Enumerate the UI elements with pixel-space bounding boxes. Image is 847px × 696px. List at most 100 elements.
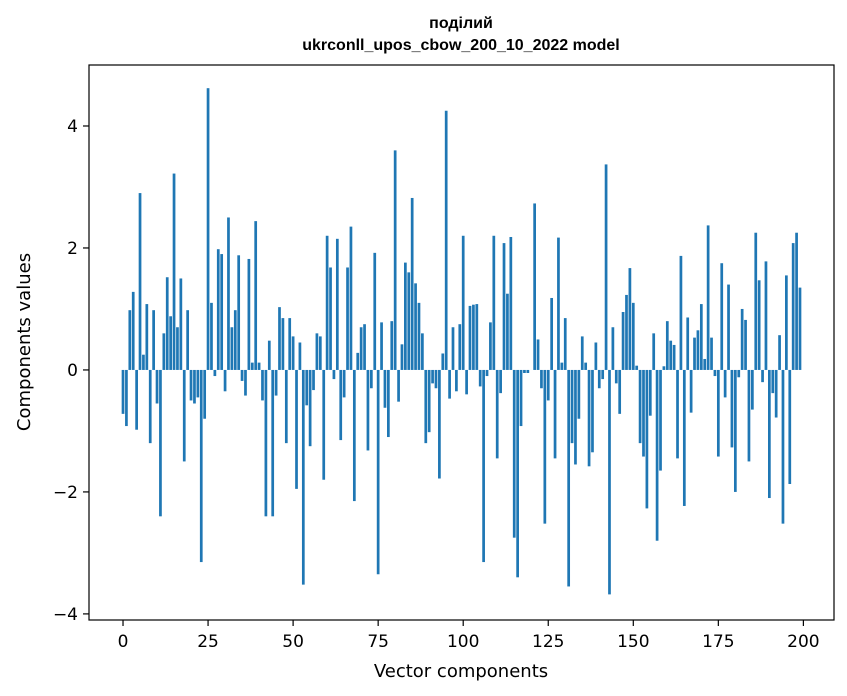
x-tick-label: 50	[282, 632, 304, 652]
bar-73	[369, 369, 373, 389]
bar-60	[325, 235, 329, 370]
bar-142	[604, 164, 608, 370]
bar-145	[614, 369, 618, 384]
bar-172	[706, 225, 710, 370]
bar-170	[699, 304, 703, 370]
bar-39	[254, 221, 258, 370]
bar-159	[662, 366, 666, 370]
bar-77	[383, 369, 387, 408]
bar-121	[533, 203, 536, 370]
bar-176	[720, 263, 724, 370]
bar-165	[682, 369, 686, 506]
bar-196	[788, 369, 792, 484]
bar-147	[621, 312, 625, 370]
bar-136	[584, 362, 588, 370]
bar-110	[495, 369, 499, 459]
bar-124	[543, 369, 547, 524]
bar-197	[791, 243, 795, 370]
bar-37	[247, 258, 251, 370]
bar-4	[135, 369, 138, 430]
bar-163	[676, 369, 679, 459]
bar-117	[519, 369, 523, 427]
bar-85	[410, 197, 414, 370]
bar-10	[155, 369, 159, 404]
x-tick-label: 75	[367, 632, 389, 652]
bar-134	[577, 369, 581, 419]
bar-151	[635, 365, 639, 370]
bar-83	[404, 262, 407, 370]
bar-2	[128, 310, 132, 370]
bar-141	[601, 369, 605, 380]
bar-81	[397, 369, 400, 402]
bar-84	[407, 272, 411, 370]
bar-106	[482, 369, 485, 563]
bar-119	[526, 369, 530, 373]
bar-76	[380, 322, 383, 370]
bar-69	[356, 352, 360, 370]
bar-22	[196, 369, 200, 398]
bar-100	[461, 235, 465, 370]
bar-35	[240, 369, 244, 381]
bar-192	[774, 369, 778, 418]
bar-52	[298, 342, 302, 370]
bar-166	[686, 317, 690, 370]
bar-50	[291, 336, 295, 370]
y-tick-label: −4	[53, 605, 78, 625]
bar-64	[339, 369, 343, 441]
bar-46	[278, 307, 281, 370]
bar-135	[580, 336, 584, 370]
bar-71	[363, 324, 366, 370]
bar-116	[516, 369, 519, 578]
bar-11	[159, 369, 162, 517]
bar-109	[492, 235, 496, 370]
bar-66	[346, 267, 349, 370]
bar-80	[393, 150, 397, 370]
bar-157	[655, 369, 659, 541]
bar-45	[274, 369, 278, 396]
bar-164	[679, 255, 683, 370]
bar-195	[785, 275, 788, 370]
bar-88	[421, 333, 424, 370]
bar-175	[716, 369, 720, 457]
bar-44	[271, 369, 275, 517]
bar-13	[165, 277, 169, 370]
y-tick-label: 4	[67, 117, 78, 137]
bar-198	[795, 232, 798, 370]
bar-184	[747, 369, 751, 462]
bar-133	[574, 369, 577, 465]
bar-18	[182, 369, 186, 462]
bar-127	[553, 369, 557, 459]
chart-title-line-2: ukrconll_upos_cbow_200_10_2022 model	[302, 37, 619, 54]
bar-15	[172, 173, 176, 370]
bar-188	[761, 369, 764, 383]
bar-155	[648, 369, 652, 416]
bar-111	[499, 369, 502, 394]
bar-series	[121, 88, 802, 595]
bar-173	[710, 337, 713, 370]
bar-31	[227, 217, 230, 370]
x-tick-label: 175	[702, 632, 734, 652]
x-tick-label: 200	[787, 632, 819, 652]
bar-67	[349, 226, 353, 370]
bar-34	[237, 255, 241, 370]
bar-191	[771, 369, 775, 394]
bar-137	[587, 369, 591, 467]
bar-112	[502, 243, 506, 370]
y-tick-label: 0	[67, 361, 78, 381]
bar-65	[342, 369, 346, 398]
bar-7	[145, 304, 149, 370]
bar-14	[169, 316, 172, 370]
bar-194	[781, 369, 785, 524]
bar-54	[305, 369, 309, 406]
bar-74	[373, 252, 377, 370]
bar-153	[642, 369, 645, 457]
bar-55	[308, 369, 312, 447]
bar-143	[608, 369, 611, 595]
bar-94	[441, 353, 445, 370]
bar-174	[713, 369, 717, 377]
bar-168	[693, 337, 696, 370]
bar-102	[468, 305, 472, 370]
bar-53	[301, 369, 305, 585]
bar-131	[567, 369, 571, 587]
bar-148	[625, 294, 628, 370]
